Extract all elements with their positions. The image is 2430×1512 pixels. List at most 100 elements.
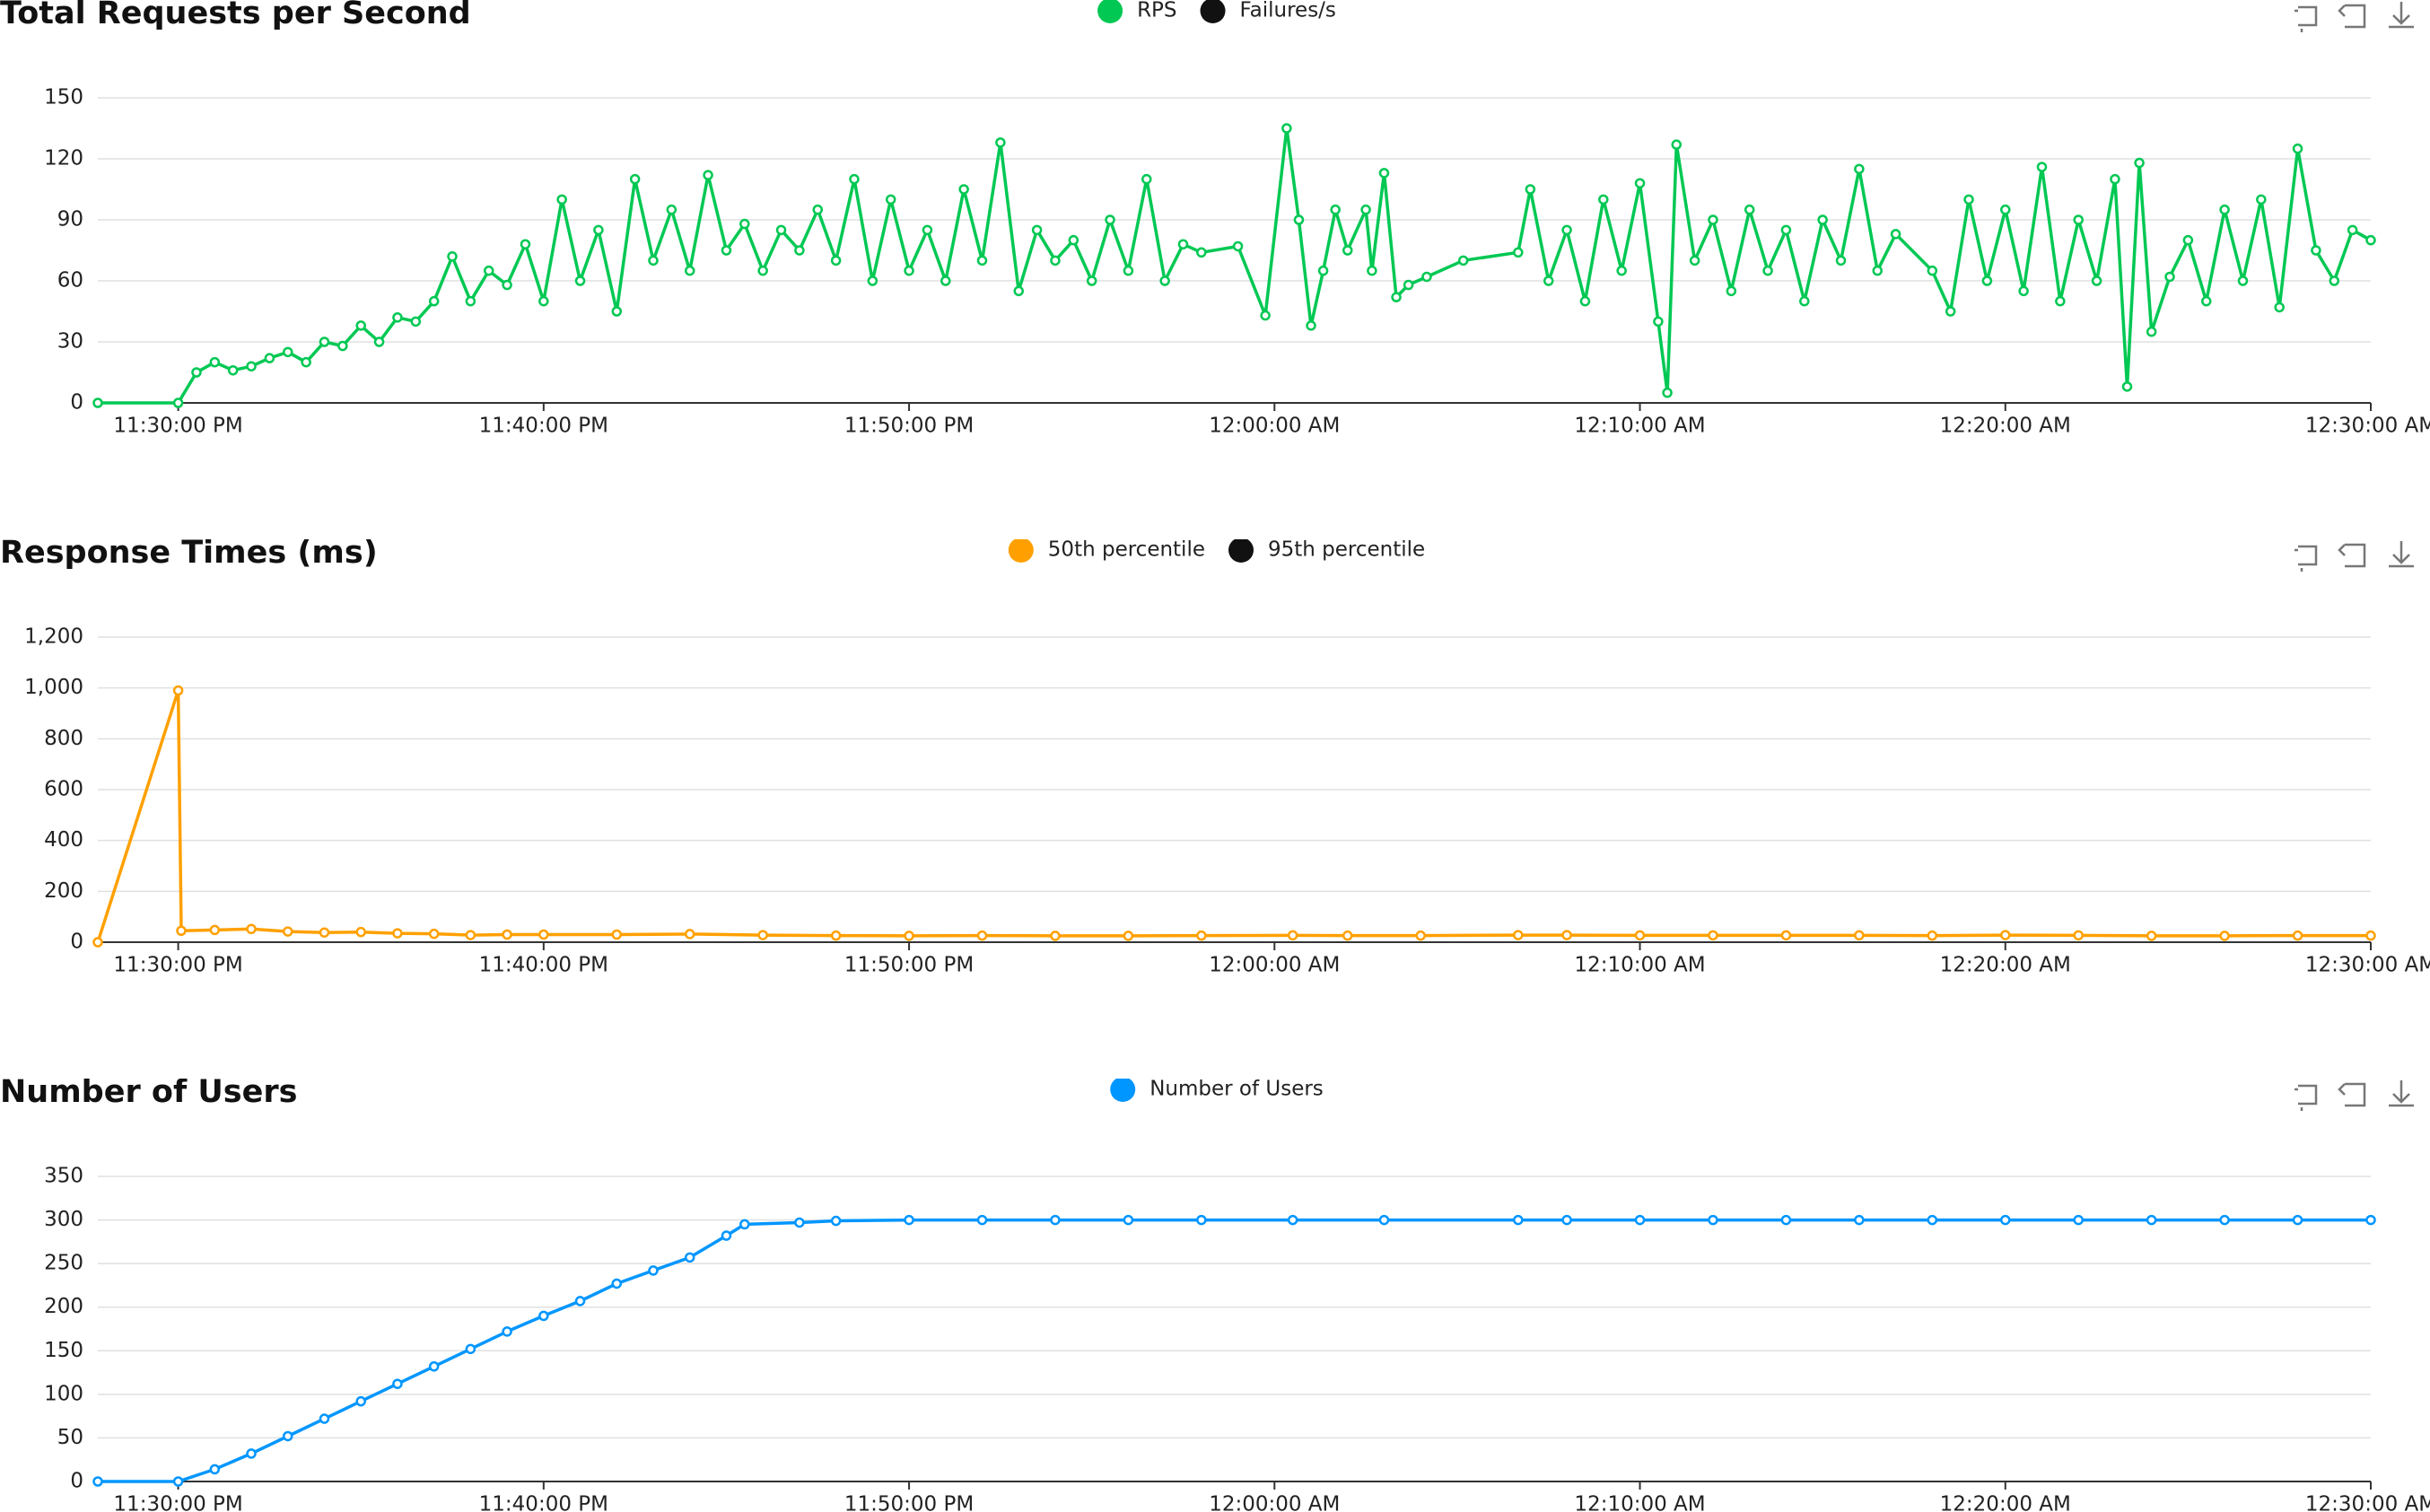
legend-label: 95th percentile bbox=[1268, 539, 1425, 562]
data-point bbox=[1513, 247, 1524, 258]
y-tick-label: 600 bbox=[44, 778, 83, 801]
legend: Number of Users bbox=[1110, 1079, 1324, 1102]
data-point bbox=[2237, 275, 2249, 286]
x-tick-label: 12:30:00 AM bbox=[2305, 415, 2430, 438]
data-point bbox=[1872, 265, 1883, 276]
legend-label: Number of Users bbox=[1149, 1079, 1324, 1101]
data-point bbox=[1653, 316, 1664, 328]
data-point bbox=[1708, 214, 1718, 225]
data-point bbox=[1123, 931, 1134, 941]
data-point bbox=[1708, 1214, 1718, 1226]
data-point bbox=[812, 204, 824, 215]
data-point bbox=[904, 1214, 914, 1226]
data-point bbox=[1342, 930, 1353, 941]
data-point bbox=[1050, 931, 1061, 941]
legend-label: Failures/s bbox=[1240, 0, 1336, 22]
y-tick-label: 800 bbox=[44, 727, 83, 750]
toolbox-icon[interactable] bbox=[2338, 543, 2366, 568]
y-tick-label: 1,200 bbox=[24, 625, 83, 649]
chart-title: Total Requests per Second bbox=[0, 0, 471, 31]
data-point bbox=[885, 194, 896, 205]
data-point bbox=[283, 346, 293, 358]
data-point bbox=[1708, 930, 1718, 941]
toolbox-icon[interactable] bbox=[2338, 1082, 2366, 1107]
series-line bbox=[98, 1218, 2371, 1483]
data-point bbox=[176, 925, 187, 936]
x-tick-label: 11:50:00 PM bbox=[844, 954, 974, 977]
data-point bbox=[1744, 204, 1755, 215]
data-point bbox=[2256, 194, 2267, 205]
data-point bbox=[264, 353, 275, 363]
y-tick-label: 1,000 bbox=[24, 676, 83, 699]
toolbox-icon[interactable] bbox=[2295, 545, 2318, 572]
legend-marker bbox=[1008, 539, 1034, 563]
data-point bbox=[502, 1326, 512, 1337]
data-point bbox=[574, 1296, 586, 1307]
data-point bbox=[1293, 214, 1305, 225]
data-point bbox=[1616, 265, 1627, 276]
data-point bbox=[2219, 204, 2230, 215]
x-tick-label: 12:00:00 AM bbox=[1209, 1493, 1340, 1512]
data-point bbox=[1854, 1214, 1865, 1226]
data-point bbox=[739, 218, 750, 230]
data-point bbox=[1360, 204, 1371, 215]
toolbox-icon[interactable] bbox=[2389, 2, 2414, 29]
data-point bbox=[283, 1430, 293, 1442]
data-point bbox=[976, 930, 988, 941]
data-point bbox=[2073, 214, 2084, 225]
legend-marker bbox=[1200, 0, 1226, 23]
data-point bbox=[2292, 1214, 2303, 1226]
data-point bbox=[1367, 265, 1377, 276]
chart: Response Times (ms) 50th percentile 95th p… bbox=[0, 539, 2430, 977]
data-point bbox=[92, 937, 103, 948]
data-point bbox=[1927, 930, 1938, 941]
y-tick-label: 60 bbox=[57, 269, 83, 293]
data-point bbox=[1513, 1214, 1524, 1226]
data-point bbox=[1579, 295, 1591, 307]
x-tick-label: 12:10:00 AM bbox=[1574, 415, 1705, 438]
y-tick-label: 0 bbox=[70, 1470, 83, 1493]
data-point bbox=[209, 1464, 221, 1475]
data-point bbox=[2110, 173, 2120, 185]
toolbox-icon[interactable] bbox=[2295, 5, 2318, 32]
data-point bbox=[465, 1343, 476, 1355]
data-point bbox=[172, 1476, 184, 1487]
data-point bbox=[283, 926, 293, 937]
x-tick-label: 11:50:00 PM bbox=[844, 415, 974, 438]
data-point bbox=[1927, 265, 1938, 276]
y-tick-label: 200 bbox=[44, 879, 83, 903]
data-point bbox=[2365, 930, 2376, 941]
data-point bbox=[2365, 1214, 2376, 1226]
legend: 50th percentile 95th percentile bbox=[1008, 539, 1425, 563]
data-point bbox=[2146, 1214, 2157, 1226]
toolbox-icon[interactable] bbox=[2338, 4, 2366, 29]
x-tick-label: 12:20:00 AM bbox=[1940, 415, 2071, 438]
data-point bbox=[1817, 214, 1828, 225]
data-point bbox=[246, 1448, 257, 1459]
data-point bbox=[1177, 239, 1189, 249]
data-point bbox=[867, 275, 878, 286]
y-tick-label: 90 bbox=[57, 208, 83, 232]
data-point bbox=[502, 929, 512, 940]
data-point bbox=[1981, 275, 1993, 286]
data-point bbox=[1634, 178, 1646, 188]
data-point bbox=[1306, 320, 1316, 331]
toolbox-icon[interactable] bbox=[2295, 1084, 2318, 1111]
toolbox-icon[interactable] bbox=[2389, 541, 2414, 568]
data-point bbox=[1780, 1214, 1792, 1226]
data-point bbox=[2121, 381, 2133, 392]
data-point bbox=[629, 173, 641, 185]
data-point bbox=[2219, 931, 2230, 941]
toolbox-icon[interactable] bbox=[2389, 1080, 2414, 1107]
data-point bbox=[976, 1214, 988, 1226]
data-point bbox=[1689, 255, 1700, 267]
data-point bbox=[355, 926, 366, 938]
data-point bbox=[904, 931, 914, 941]
data-point bbox=[538, 1310, 549, 1322]
data-point bbox=[2073, 1214, 2084, 1226]
data-point bbox=[1561, 930, 1572, 940]
data-point bbox=[1543, 275, 1554, 286]
data-point bbox=[319, 1413, 330, 1424]
chart-title: Response Times (ms) bbox=[0, 539, 378, 571]
data-point bbox=[1013, 285, 1024, 297]
